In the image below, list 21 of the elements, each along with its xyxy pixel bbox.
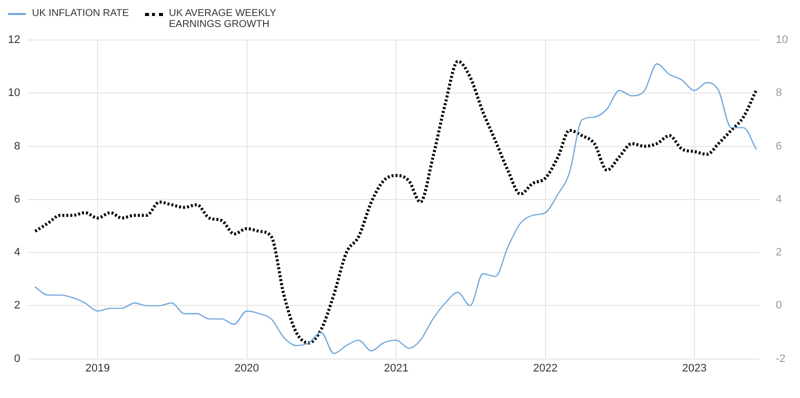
x-tick-label: 2023	[682, 362, 707, 374]
y-tick-label: 4	[14, 246, 20, 259]
y2-tick-label: 8	[776, 87, 782, 100]
x-tick-label: 2019	[85, 362, 110, 374]
y-tick-label: 10	[8, 87, 20, 100]
y-tick-label: 2	[14, 300, 20, 312]
legend-label: UK AVERAGE WEEKLY EARNINGS GROWTH	[168, 8, 278, 30]
y2-tick-label: 4	[776, 193, 782, 206]
y2-tick-label: 6	[776, 140, 782, 152]
y2-tick-label: 2	[776, 246, 782, 259]
y2-tick-label: 0	[776, 300, 782, 312]
y2-tick-label: -2	[776, 352, 786, 365]
legend-label: UK INFLATION RATE	[32, 8, 129, 19]
y-tick-label: 12	[8, 34, 20, 46]
x-tick-label: 2020	[234, 362, 259, 374]
y-tick-label: 6	[14, 193, 20, 206]
y-tick-label: 8	[14, 140, 20, 152]
y2-tick-label: 10	[776, 34, 788, 46]
x-tick-label: 2021	[384, 362, 408, 374]
x-tick-label: 2022	[533, 362, 558, 374]
y-tick-label: 0	[14, 352, 20, 365]
